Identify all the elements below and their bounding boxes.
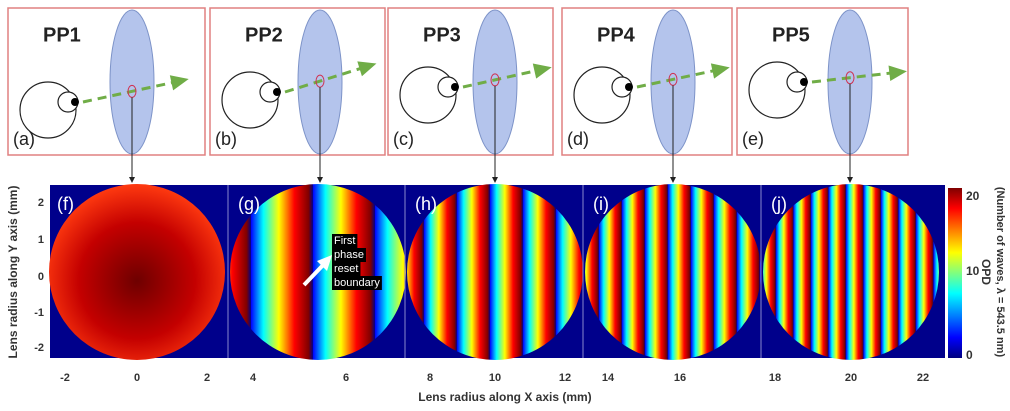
panel-title: PP2: [245, 24, 283, 46]
y-tick-label: 1: [38, 234, 44, 246]
annotation-line: First: [334, 235, 355, 247]
colorbar-tick-label: 0: [966, 348, 973, 362]
pupil: [625, 83, 633, 91]
figure: Lens radius along X axis (mm) Lens radiu…: [0, 0, 1010, 411]
x-tick-label: -2: [60, 372, 70, 384]
x-tick-label: 12: [559, 372, 571, 384]
annotation-line: reset: [334, 263, 358, 275]
panel-letter: (e): [742, 129, 764, 149]
panel-title: PP3: [423, 24, 461, 46]
y-tick-label: 0: [38, 271, 44, 283]
x-tick-label: 2: [204, 372, 210, 384]
opd-map: [763, 184, 939, 360]
y-tick-label: 2: [38, 197, 44, 209]
x-axis-label: Lens radius along X axis (mm): [418, 390, 591, 404]
pupil: [71, 98, 79, 106]
pupil: [800, 78, 808, 86]
x-tick-label: 16: [674, 372, 686, 384]
panel-letter: (c): [393, 129, 414, 149]
panel-letter: (j): [771, 194, 787, 214]
pupil: [451, 83, 459, 91]
panel-letter: (f): [57, 194, 74, 214]
annotation-line: boundary: [334, 277, 380, 289]
colorbar-tick-label: 10: [966, 264, 980, 278]
panel-letter: (b): [215, 129, 237, 149]
x-tick-label: 18: [769, 372, 781, 384]
x-tick-label: 4: [250, 372, 257, 384]
panel-letter: (d): [567, 129, 589, 149]
opd-map: [585, 184, 761, 360]
panel-letter: (a): [13, 129, 35, 149]
annotation-line: phase: [334, 249, 364, 261]
opd-map: [49, 184, 225, 360]
panel-letter: (h): [415, 194, 437, 214]
colorbar-tick-label: 20: [966, 189, 980, 203]
x-tick-label: 22: [917, 372, 929, 384]
x-tick-label: 10: [489, 372, 501, 384]
colorbar-subtitle: (Number of waves, λ = 543.5 nm): [994, 187, 1006, 358]
x-tick-label: 6: [343, 372, 349, 384]
x-tick-label: 0: [134, 372, 140, 384]
y-axis-label: Lens radius along Y axis (mm): [6, 186, 20, 359]
panel-title: PP4: [597, 24, 636, 46]
x-tick-label: 14: [602, 372, 615, 384]
colorbar-title: OPD: [979, 259, 993, 285]
colorbar: [948, 188, 962, 358]
y-tick-label: -2: [34, 342, 44, 354]
x-tick-label: 20: [845, 372, 857, 384]
pupil: [273, 88, 281, 96]
panel-title: PP1: [43, 24, 81, 46]
x-tick-label: 8: [427, 372, 433, 384]
panel-title: PP5: [772, 24, 810, 46]
panel-letter: (g): [238, 194, 260, 214]
panel-letter: (i): [593, 194, 609, 214]
y-tick-label: -1: [34, 307, 44, 319]
